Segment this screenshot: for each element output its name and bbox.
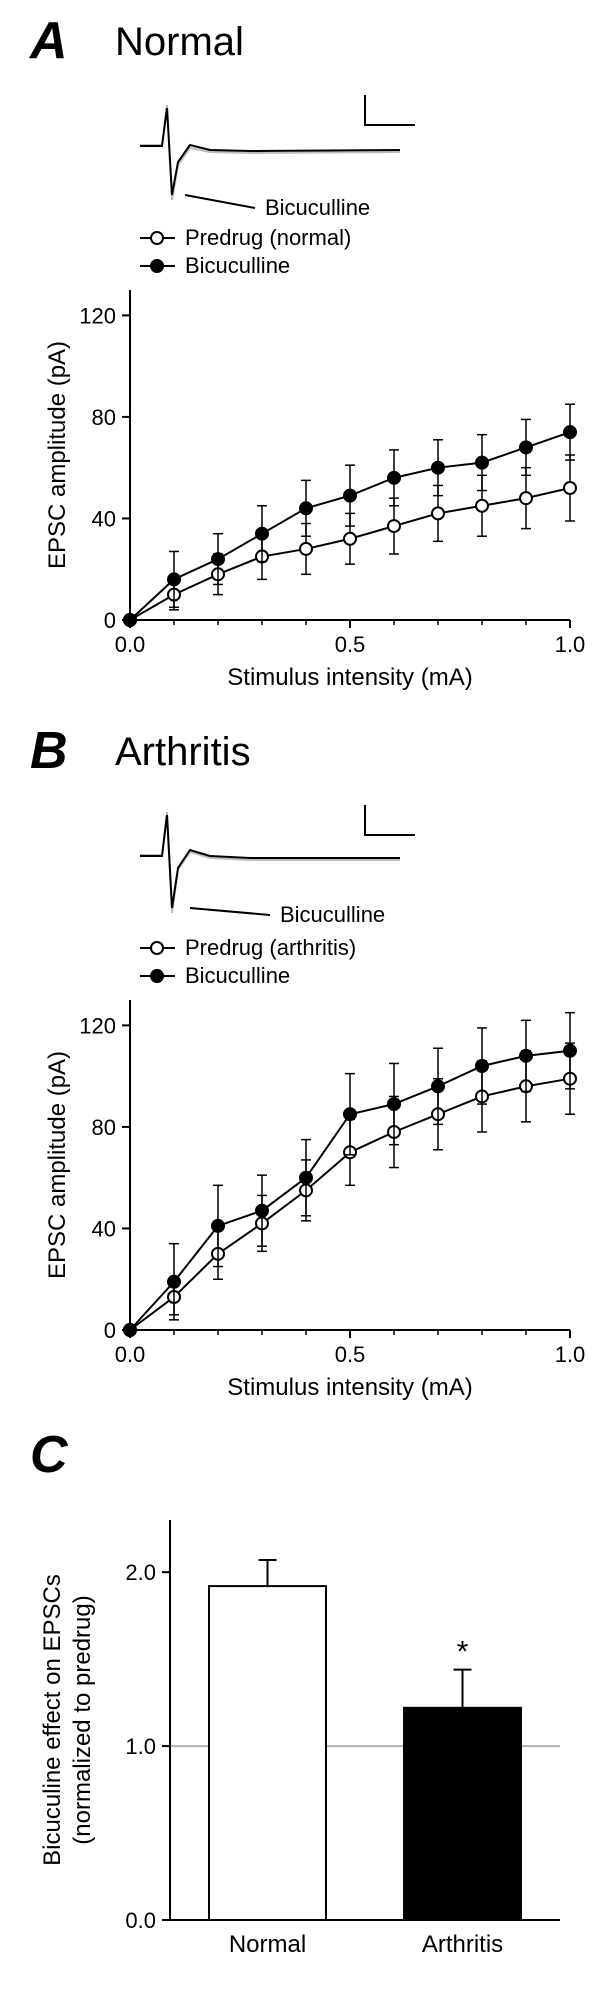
legend-item: Predrug (normal) [185, 225, 351, 250]
xtick-label: 0.0 [115, 1342, 146, 1367]
panel-a-title: Normal [115, 20, 244, 64]
ytick-label: 80 [92, 405, 116, 430]
ytick-label: 1.0 [125, 1734, 156, 1759]
panel-b-title: Arthritis [115, 730, 251, 774]
trace-pointer [190, 908, 270, 915]
trace-predrug [140, 105, 400, 200]
panel-c-header: C [0, 1410, 600, 1490]
ytick-label: 0.0 [125, 1908, 156, 1933]
trace-predrug [140, 812, 400, 913]
legend-item: Predrug (arthritis) [185, 935, 356, 960]
y-axis-label: EPSC amplitude (pA) [44, 341, 71, 569]
ytick-label: 0 [104, 608, 116, 633]
ytick-label: 2.0 [125, 1560, 156, 1585]
ytick-label: 120 [79, 303, 116, 328]
xtick-label: 1.0 [555, 632, 586, 657]
panel-b-label: B [30, 722, 68, 780]
trace-label: Bicuculline [280, 902, 385, 927]
xtick-label: 0.5 [335, 632, 366, 657]
xtick-label: 0.5 [335, 1342, 366, 1367]
panel-b-trace: Bicuculline [0, 790, 600, 930]
legend-item: Bicuculline [185, 253, 290, 278]
bar-label: Arthritis [422, 1931, 503, 1958]
panel-c-label: C [30, 1426, 69, 1484]
bar [404, 1708, 521, 1920]
scale-bar-icon [365, 805, 415, 835]
trace-pointer [185, 195, 255, 208]
y-axis-label: Bicuculine effect on EPSCs [39, 1574, 66, 1866]
ytick-label: 40 [92, 506, 116, 531]
panel-a-trace: Bicuculline [0, 80, 600, 220]
xtick-label: 0.0 [115, 632, 146, 657]
sig-marker: * [457, 1636, 469, 1669]
ytick-label: 0 [104, 1318, 116, 1343]
bar-label: Normal [229, 1931, 306, 1958]
ytick-label: 120 [79, 1013, 116, 1038]
y-axis-label: EPSC amplitude (pA) [44, 1051, 71, 1279]
bar [209, 1586, 326, 1920]
panel-b-header: B Arthritis [0, 700, 600, 790]
ytick-label: 40 [92, 1216, 116, 1241]
legend-item: Bicuculline [185, 963, 290, 988]
panel-c-chart: Normal * Arthritis 0.0 1.0 2.0 Bicuculine effe… [0, 1490, 600, 1990]
panel-b-chart: Predrug (arthritis) Bicuculline 0 40 80 120 0.… [0, 930, 600, 1410]
trace-bicuculline [140, 815, 400, 908]
panel-a-header: A Normal [0, 0, 600, 80]
panel-a-label: A [28, 12, 68, 70]
y-axis-sublabel: (normalized to predrug) [69, 1595, 96, 1844]
xtick-label: 1.0 [555, 1342, 586, 1367]
x-axis-label: Stimulus intensity (mA) [227, 1374, 472, 1401]
trace-label: Bicuculline [265, 195, 370, 220]
x-axis-label: Stimulus intensity (mA) [227, 664, 472, 691]
ytick-label: 80 [92, 1115, 116, 1140]
figure-root: A Normal Bicuculline Predrug (normal) Bic… [0, 0, 600, 1990]
panel-a-chart: Predrug (normal) Bicuculline 0 40 80 120 0.0 0.… [0, 220, 600, 700]
scale-bar-icon [365, 95, 415, 125]
